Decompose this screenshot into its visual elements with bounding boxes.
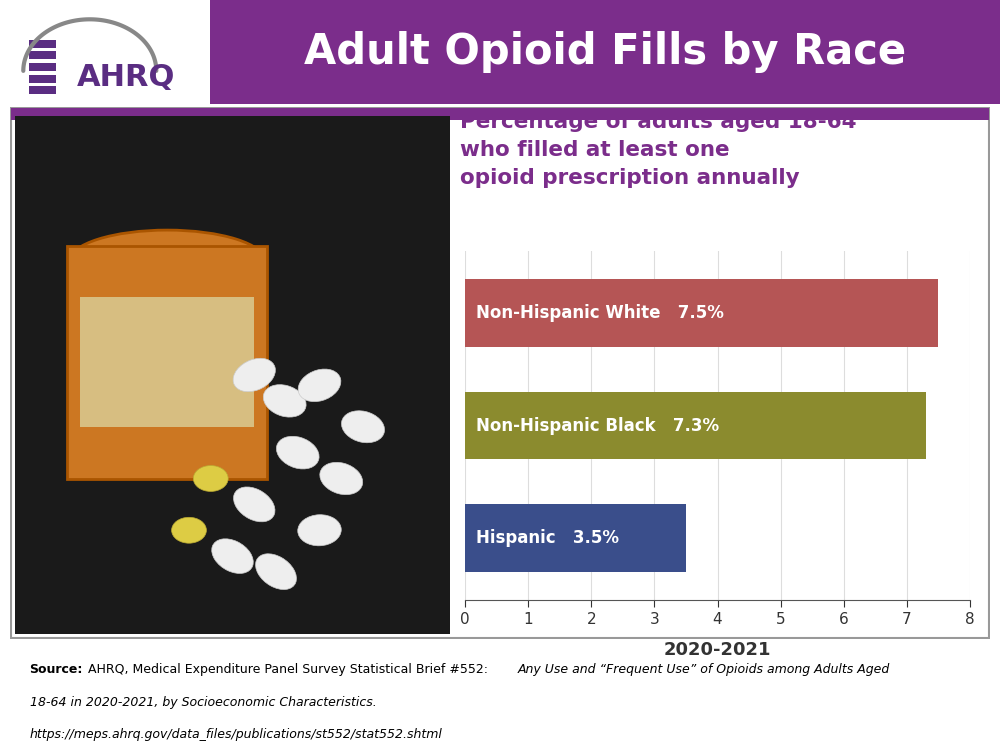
Ellipse shape — [320, 463, 363, 494]
Ellipse shape — [276, 436, 319, 469]
Text: Adult Opioid Fills by Race: Adult Opioid Fills by Race — [304, 31, 906, 73]
Ellipse shape — [69, 230, 265, 292]
Bar — [210, 0, 1000, 104]
Ellipse shape — [211, 540, 254, 572]
Text: 18-64 in 2020-2021, by Socioeconomic Characteristics.: 18-64 in 2020-2021, by Socioeconomic Cha… — [30, 696, 376, 709]
Bar — [465, 280, 938, 346]
Text: https://meps.ahrq.gov/data_files/publications/st552/stat552.shtml: https://meps.ahrq.gov/data_files/publica… — [30, 728, 442, 741]
Text: Percentage of adults aged 18-64
who filled at least one
opioid prescription annu: Percentage of adults aged 18-64 who fill… — [460, 112, 856, 188]
Bar — [29, 63, 56, 71]
Bar — [29, 51, 56, 59]
Text: AHRQ: AHRQ — [76, 62, 175, 92]
Bar — [465, 504, 686, 572]
Ellipse shape — [234, 487, 275, 522]
Bar — [67, 246, 267, 478]
Ellipse shape — [233, 358, 276, 392]
Bar — [29, 86, 56, 94]
Ellipse shape — [298, 370, 341, 401]
Text: Any Use and “Frequent Use” of Opioids among Adults Aged: Any Use and “Frequent Use” of Opioids am… — [518, 663, 890, 676]
Bar — [11, 107, 989, 120]
FancyBboxPatch shape — [11, 107, 989, 638]
Ellipse shape — [341, 411, 385, 442]
Ellipse shape — [172, 518, 206, 543]
Bar — [465, 392, 926, 459]
Text: AHRQ, Medical Expenditure Panel Survey Statistical Brief #552:: AHRQ, Medical Expenditure Panel Survey S… — [84, 663, 492, 676]
Text: Hispanic   3.5%: Hispanic 3.5% — [476, 530, 619, 548]
Ellipse shape — [298, 514, 341, 546]
Bar — [29, 40, 56, 48]
Bar — [29, 74, 56, 82]
Bar — [0, 0, 210, 104]
Text: Source:: Source: — [30, 663, 83, 676]
Text: Non-Hispanic White   7.5%: Non-Hispanic White 7.5% — [476, 304, 724, 322]
Ellipse shape — [193, 466, 228, 491]
Ellipse shape — [256, 554, 296, 590]
Text: Non-Hispanic Black   7.3%: Non-Hispanic Black 7.3% — [476, 417, 719, 435]
X-axis label: 2020-2021: 2020-2021 — [664, 640, 771, 658]
Bar — [80, 298, 254, 427]
Ellipse shape — [263, 386, 306, 416]
